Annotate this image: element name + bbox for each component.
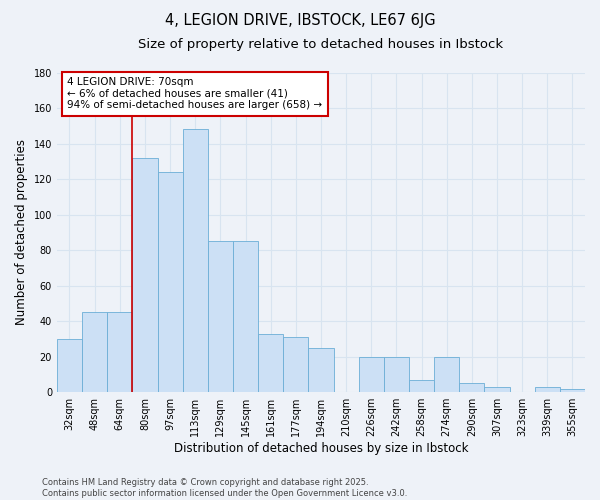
Bar (158, 172, 182, 392)
Text: Contains HM Land Registry data © Crown copyright and database right 2025.
Contai: Contains HM Land Registry data © Crown c… (42, 478, 407, 498)
Text: 4 LEGION DRIVE: 70sqm
← 6% of detached houses are smaller (41)
94% of semi-detac: 4 LEGION DRIVE: 70sqm ← 6% of detached h… (67, 78, 323, 110)
Bar (434, 356, 459, 392)
Bar (308, 348, 334, 392)
Bar (409, 380, 434, 392)
Bar (57, 339, 82, 392)
Bar (182, 130, 208, 392)
Y-axis label: Number of detached properties: Number of detached properties (15, 140, 28, 326)
Bar (107, 312, 133, 392)
Bar (233, 241, 258, 392)
Bar (459, 384, 484, 392)
Bar (384, 356, 409, 392)
Text: 4, LEGION DRIVE, IBSTOCK, LE67 6JG: 4, LEGION DRIVE, IBSTOCK, LE67 6JG (164, 12, 436, 28)
Bar (359, 356, 384, 392)
Bar (560, 388, 585, 392)
Bar (484, 387, 509, 392)
Bar (258, 334, 283, 392)
Title: Size of property relative to detached houses in Ibstock: Size of property relative to detached ho… (139, 38, 503, 51)
X-axis label: Distribution of detached houses by size in Ibstock: Distribution of detached houses by size … (174, 442, 468, 455)
Bar (133, 158, 158, 392)
Bar (208, 241, 233, 392)
Bar (283, 337, 308, 392)
Bar (82, 312, 107, 392)
Bar (535, 387, 560, 392)
